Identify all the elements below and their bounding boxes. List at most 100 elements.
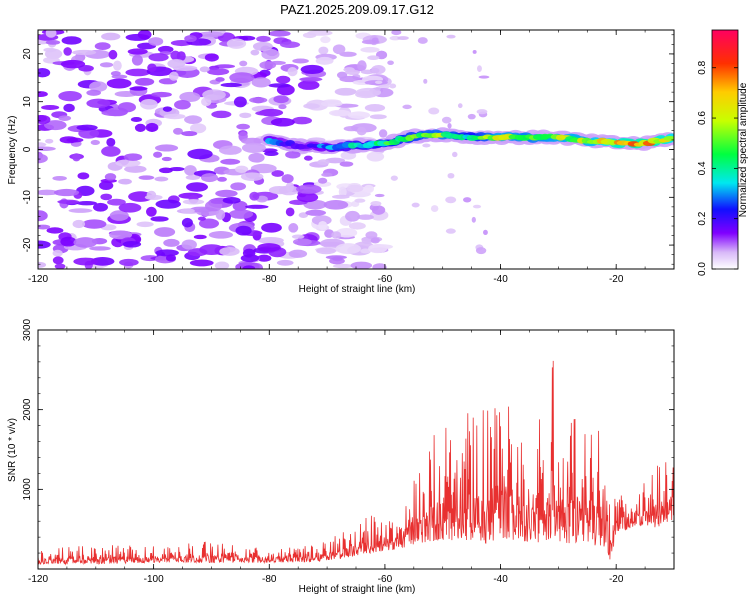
colorbar-gradient bbox=[712, 30, 738, 269]
spectrogram-cell bbox=[280, 41, 301, 48]
spectrogram-cell bbox=[281, 174, 294, 184]
spectrogram-cell bbox=[331, 194, 350, 199]
spectrogram-cell bbox=[214, 261, 230, 269]
spectrogram-cell bbox=[60, 236, 77, 247]
spectrogram-cell bbox=[146, 206, 157, 217]
y-tick-label: -10 bbox=[22, 190, 33, 205]
spectrogram-cell bbox=[250, 49, 260, 56]
spectrogram-cell bbox=[41, 104, 60, 110]
spectrogram-cell bbox=[276, 259, 294, 266]
spectrogram-cell bbox=[54, 263, 66, 269]
spectrogram-cell bbox=[170, 50, 181, 61]
spectrogram-cell bbox=[318, 46, 329, 55]
spectrogram-cell bbox=[329, 109, 351, 117]
spectrogram-cell bbox=[360, 69, 375, 75]
spectrogram-cell bbox=[38, 114, 51, 125]
spectrogram-cell bbox=[210, 199, 225, 204]
spectrogram-cell bbox=[235, 165, 249, 173]
spectrogram-cell bbox=[336, 71, 348, 79]
spectrogram-cell bbox=[130, 116, 143, 123]
spectrogram-cell bbox=[317, 177, 328, 184]
spectrogram-cell bbox=[370, 237, 380, 244]
spectrogram-cell bbox=[89, 246, 111, 251]
snr-series-line bbox=[38, 360, 674, 566]
spectrogram-cell bbox=[296, 184, 322, 194]
spectrogram-cell bbox=[200, 173, 219, 183]
spectrogram-cell bbox=[232, 200, 248, 212]
spectrogram-cell bbox=[107, 198, 126, 206]
spectrogram-cell bbox=[169, 166, 185, 172]
spectrogram-cell bbox=[276, 75, 291, 84]
spectrogram-cell bbox=[148, 37, 164, 46]
spectrogram-y-label: Frequency (Hz) bbox=[7, 116, 18, 185]
spectrogram-cell bbox=[174, 99, 191, 110]
x-tick-label: -20 bbox=[609, 574, 624, 585]
spectrogram-cell bbox=[211, 110, 232, 119]
spectrogram-cell bbox=[475, 247, 487, 255]
x-tick-label: -40 bbox=[493, 274, 508, 285]
spectrogram-cell bbox=[317, 159, 330, 166]
spectrogram-cell bbox=[199, 66, 210, 73]
colorbar-tick-label: 0.4 bbox=[697, 161, 708, 175]
x-tick-label: -80 bbox=[262, 274, 277, 285]
spectrogram-cell bbox=[663, 136, 674, 141]
spectrogram-cell bbox=[72, 219, 86, 229]
spectrogram-cell bbox=[345, 69, 360, 75]
spectrogram-cell bbox=[471, 216, 476, 223]
spectrogram-cell bbox=[148, 53, 169, 62]
spectrogram-cell bbox=[101, 32, 121, 41]
spectrogram-cell bbox=[109, 210, 129, 221]
spectrogram-cell bbox=[235, 225, 252, 236]
spectrogram-cell bbox=[134, 123, 146, 132]
spectrogram-cell bbox=[185, 175, 201, 180]
spectrogram-cell bbox=[140, 98, 158, 110]
snr-y-label: SNR (10 * v/v) bbox=[7, 418, 18, 482]
spectrogram-cell bbox=[336, 227, 358, 238]
spectrogram-cell bbox=[118, 178, 132, 185]
spectrogram-cell bbox=[457, 103, 463, 109]
spectrogram-cell bbox=[43, 47, 57, 53]
spectrogram-cell bbox=[106, 78, 132, 89]
spectrogram-cell bbox=[302, 32, 317, 39]
spectrogram-cell bbox=[122, 241, 142, 248]
spectrogram-cell bbox=[100, 193, 113, 201]
spectrogram-cell bbox=[52, 175, 67, 181]
spectrogram-cell bbox=[125, 68, 151, 77]
figure-title: PAZ1.2025.209.09.17.G12 bbox=[280, 2, 434, 17]
spectrogram-cell bbox=[472, 204, 482, 209]
x-tick-label: -120 bbox=[28, 574, 48, 585]
spectrogram-cell bbox=[320, 100, 343, 107]
spectrogram-cell bbox=[311, 215, 332, 226]
spectrogram-cell bbox=[57, 199, 80, 204]
y-tick-label: 1000 bbox=[22, 478, 33, 501]
spectrogram-cell bbox=[128, 191, 153, 202]
spectrogram-cell bbox=[278, 104, 287, 110]
spectrogram-cell bbox=[58, 90, 82, 102]
spectrogram-cell bbox=[332, 263, 354, 269]
spectrogram-cell bbox=[208, 231, 234, 239]
spectrogram-cell bbox=[202, 89, 226, 101]
spectrogram-cell bbox=[478, 75, 490, 79]
spectrogram-cell bbox=[145, 122, 159, 133]
spectrogram-cell bbox=[300, 64, 324, 74]
x-tick-label: -120 bbox=[28, 274, 48, 285]
spectrogram-cell bbox=[355, 87, 382, 97]
spectrogram-cell bbox=[38, 189, 59, 196]
colorbar: 0.0 0.2 0.4 0.6 0.8 Normalized spectral ampl… bbox=[697, 29, 749, 276]
spectrogram-cell bbox=[350, 261, 373, 269]
spectrogram-cell bbox=[215, 189, 238, 198]
spectrogram-cell bbox=[99, 62, 114, 68]
spectrogram-cell bbox=[161, 156, 172, 162]
spectrogram-cell bbox=[320, 36, 331, 44]
spectrogram-cell bbox=[226, 38, 247, 49]
spectrogram-cell bbox=[356, 126, 367, 136]
spectrogram-cell bbox=[313, 181, 332, 187]
colorbar-ticks: 0.0 0.2 0.4 0.6 0.8 bbox=[697, 60, 738, 276]
x-tick-label: -60 bbox=[378, 274, 393, 285]
spectrogram-cell bbox=[182, 199, 205, 205]
spectrogram-cell bbox=[157, 45, 174, 53]
spectrogram-cell bbox=[350, 200, 360, 208]
spectrogram-cell bbox=[390, 175, 398, 181]
